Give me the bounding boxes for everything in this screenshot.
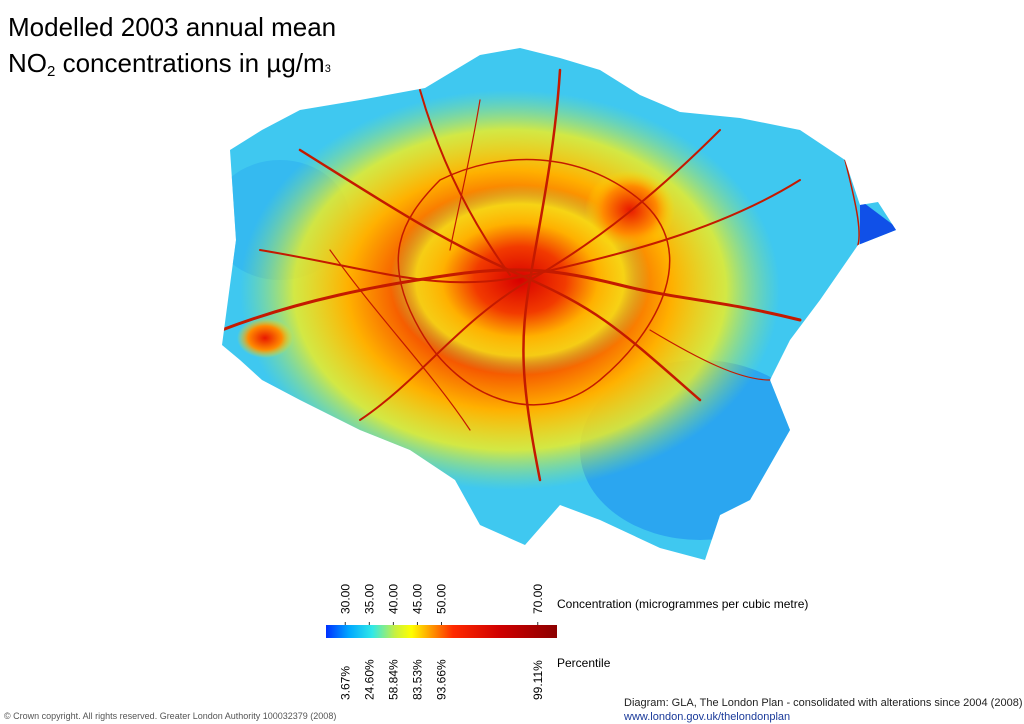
title-subscript: 2 <box>47 63 55 80</box>
percentile-label: Percentile <box>557 656 611 670</box>
percentile-label: 93.66% <box>435 659 449 700</box>
title-line1: Modelled 2003 annual mean <box>8 12 336 42</box>
title-rest: concentrations in µg/m <box>55 48 324 78</box>
concentration-label: Concentration (microgrammes per cubic me… <box>557 597 808 611</box>
source: Diagram: GLA, The London Plan - consolid… <box>624 697 1022 709</box>
title-line2: NO2 concentrations in µg/m3 <box>8 48 331 80</box>
title-formula: NO <box>8 48 47 78</box>
map-heat <box>222 68 896 540</box>
tick-label: 45.00 <box>410 584 424 614</box>
title-superscript: 3 <box>325 63 331 75</box>
percentile-label: 58.84% <box>386 659 400 700</box>
legend: Concentration (microgrammes per cubic me… <box>326 584 808 700</box>
percentile-label: 99.11% <box>531 660 545 700</box>
roads <box>222 68 860 482</box>
percentile-label: 83.53% <box>410 659 424 700</box>
map <box>222 48 896 560</box>
copyright: © Crown copyright. All rights reserved. … <box>4 711 336 721</box>
tick-label: 40.00 <box>386 584 400 614</box>
tick-label: 50.00 <box>435 584 449 614</box>
color-scale <box>326 625 557 638</box>
tick-label: 70.00 <box>531 584 545 614</box>
percentile-label: 24.60% <box>362 659 376 700</box>
percentile-label: 3.67% <box>338 666 352 700</box>
tick-label: 30.00 <box>338 584 352 614</box>
source-url[interactable]: www.london.gov.uk/thelondonplan <box>623 711 790 723</box>
tick-label: 35.00 <box>362 584 376 614</box>
